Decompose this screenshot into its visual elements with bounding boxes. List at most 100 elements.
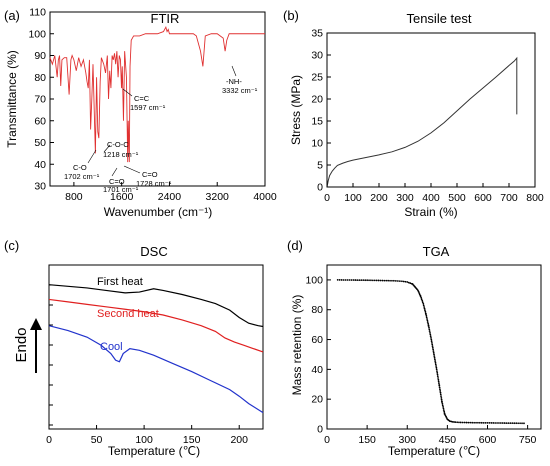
x-tick-label: 0 [324, 192, 330, 204]
tga-point [373, 279, 376, 282]
tensile-y-axis-label: Stress (MPa) [289, 75, 303, 145]
tga-point [401, 280, 403, 283]
annotation-label: C-O [73, 163, 87, 172]
tga-point [346, 279, 349, 281]
tga-point [425, 313, 427, 316]
tga-point [428, 326, 430, 329]
tga-point [360, 279, 363, 282]
tga-point [486, 421, 489, 424]
ftir-x-axis-label: Wavenumber (cm⁻¹) [104, 205, 213, 219]
tga-point [436, 371, 439, 374]
tga-point [461, 421, 464, 424]
tga-point [431, 343, 434, 346]
x-tick-label: 50 [91, 434, 103, 446]
tensile-chart: (b) Tensile test 0 100 200 300 400 500 600 700 8… [283, 8, 544, 219]
annotation-sub: 3332 cm⁻¹ [222, 86, 258, 95]
tga-point [454, 421, 457, 424]
ftir-title: FTIR [151, 11, 180, 26]
dsc-series-line-0 [48, 284, 264, 328]
tga-point [431, 346, 434, 349]
panel-d-label: (d) [287, 238, 303, 253]
x-tick-label: 750 [519, 434, 537, 446]
tga-point [467, 421, 470, 424]
y-tick-label: 100 [305, 274, 323, 286]
tga-point [402, 280, 405, 283]
tga-point [430, 338, 433, 341]
tga-point [490, 422, 493, 424]
x-tick-label: 150 [183, 434, 201, 446]
y-tick-label: 60 [34, 115, 46, 127]
annotation-sub: 1701 cm⁻¹ [103, 185, 139, 194]
dsc-chart: (c) DSC 0 50 100 150 200 First heat Second h… [4, 238, 264, 458]
tga-point [431, 345, 434, 348]
y-tick-label: 70 [34, 94, 46, 106]
annotation-label: -NH- [226, 77, 242, 86]
ftir-plot-frame [49, 11, 266, 187]
dsc-title: DSC [140, 244, 167, 259]
legend-cool: Cool [100, 341, 123, 353]
tga-point [383, 279, 386, 282]
y-tick-label: 80 [34, 72, 46, 84]
x-tick-label: 0 [46, 434, 52, 446]
tga-point [505, 422, 508, 424]
endo-arrow-icon [30, 318, 42, 373]
tga-point [437, 378, 440, 381]
tga-plot-frame [326, 264, 542, 430]
y-tick-label: 40 [34, 159, 46, 171]
tga-point [439, 393, 442, 396]
tga-points [336, 279, 525, 425]
tga-point [370, 279, 372, 282]
tga-point [375, 279, 378, 282]
tga-point [450, 420, 453, 423]
x-tick-label: 300 [398, 434, 416, 446]
y-tick-label: 15 [311, 116, 323, 128]
tga-point [482, 421, 485, 424]
tga-point [435, 365, 437, 367]
tga-point [438, 382, 440, 385]
tga-point [356, 279, 359, 281]
tga-point [494, 422, 497, 424]
tga-point [362, 279, 365, 282]
tga-point [406, 281, 409, 283]
tga-point [422, 302, 425, 305]
tga-point [342, 279, 345, 281]
tga-point [437, 377, 439, 379]
y-tick-label: 50 [34, 137, 46, 149]
tga-point [368, 279, 370, 282]
y-tick-label: 30 [34, 181, 46, 193]
legend-first-heat: First heat [97, 276, 143, 288]
tga-point [425, 316, 428, 319]
tga-point [443, 410, 446, 413]
dsc-x-axis-label: Temperature (℃) [108, 444, 200, 458]
ftir-chart: (a) FTIR 800 1600 2400 3200 4000304050607080… [4, 7, 277, 220]
tensile-stress-strain-line [326, 56, 518, 188]
tga-point [419, 295, 422, 298]
x-tick-label: 150 [358, 434, 376, 446]
panel-c-label: (c) [4, 238, 19, 253]
x-tick-label: 3200 [206, 191, 230, 203]
tga-point [509, 422, 512, 425]
y-tick-label: 20 [311, 394, 323, 406]
tga-point [433, 353, 435, 356]
tga-point [442, 406, 444, 408]
tga-point [348, 279, 351, 281]
tga-point [515, 422, 518, 425]
y-tick-label: 60 [311, 334, 323, 346]
tga-point [437, 380, 440, 383]
tga-point [451, 420, 454, 423]
tga-point [429, 333, 432, 336]
y-tick-label: 0 [317, 424, 323, 436]
tga-point [432, 348, 435, 351]
tga-point [521, 422, 523, 425]
tga-point [430, 340, 433, 343]
tga-point [458, 421, 460, 424]
tga-point [432, 351, 435, 354]
tga-point [436, 375, 439, 378]
ftir-spectrum-line [49, 26, 265, 163]
tga-point [340, 279, 343, 281]
tga-point [429, 331, 431, 334]
tga-point [465, 421, 468, 424]
dsc-series-line-2 [48, 325, 264, 414]
y-tick-label: 20 [311, 94, 323, 106]
tga-point [456, 421, 459, 424]
